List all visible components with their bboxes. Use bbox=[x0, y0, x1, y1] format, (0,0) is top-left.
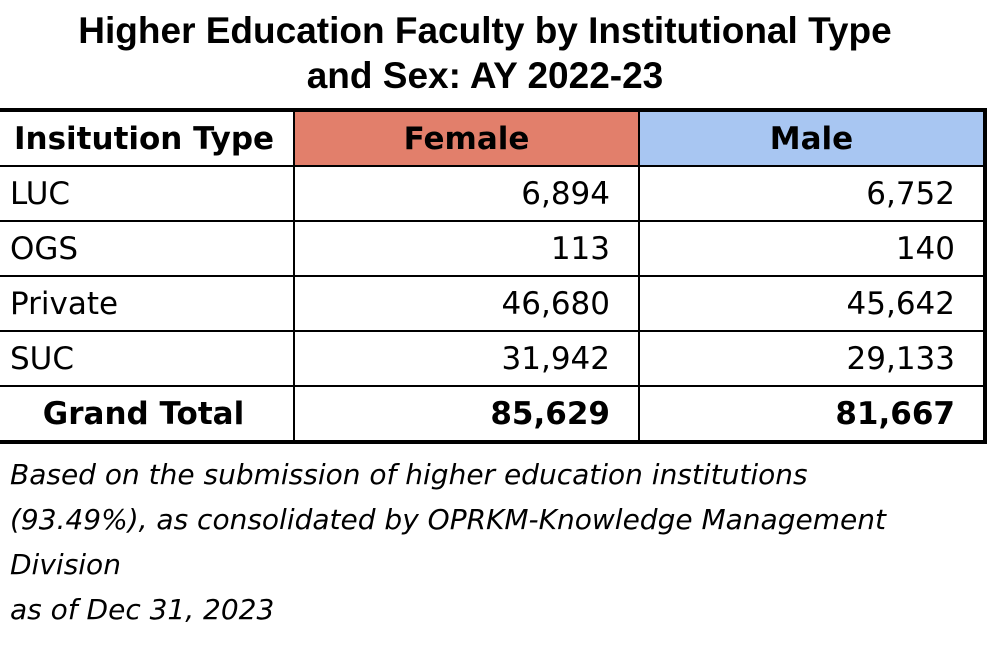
column-header-female: Female bbox=[293, 108, 640, 167]
row-label: OGS bbox=[0, 220, 295, 277]
male-value: 6,752 bbox=[638, 165, 987, 222]
chart-title-line-2: and Sex: AY 2022-23 bbox=[306, 55, 664, 96]
male-value: 140 bbox=[638, 220, 987, 277]
grand-total-male: 81,667 bbox=[638, 385, 987, 444]
female-value: 113 bbox=[293, 220, 640, 277]
table-row: SUC 31,942 29,133 bbox=[0, 330, 987, 387]
column-header-male: Male bbox=[638, 108, 987, 167]
row-label: SUC bbox=[0, 330, 295, 387]
male-value: 29,133 bbox=[638, 330, 987, 387]
source-note-line: Division bbox=[10, 548, 121, 581]
table-row: LUC 6,894 6,752 bbox=[0, 165, 987, 222]
source-note: Based on the submission of higher educat… bbox=[10, 452, 985, 632]
female-value: 6,894 bbox=[293, 165, 640, 222]
table-header-row: Insitution Type Female Male bbox=[0, 108, 987, 167]
female-value: 31,942 bbox=[293, 330, 640, 387]
chart-title-line-1: Higher Education Faculty by Institutiona… bbox=[78, 10, 892, 51]
row-label: LUC bbox=[0, 165, 295, 222]
column-header-institution-type: Insitution Type bbox=[0, 108, 295, 167]
source-note-line: Based on the submission of higher educat… bbox=[10, 458, 808, 491]
grand-total-row: Grand Total 85,629 81,667 bbox=[0, 385, 987, 444]
female-value: 46,680 bbox=[293, 275, 640, 332]
grand-total-female: 85,629 bbox=[293, 385, 640, 444]
faculty-table: Insitution Type Female Male LUC 6,894 6,… bbox=[0, 108, 987, 444]
source-note-line: (93.49%), as consolidated by OPRKM-Knowl… bbox=[10, 503, 886, 536]
row-label: Private bbox=[0, 275, 295, 332]
table-row: Private 46,680 45,642 bbox=[0, 275, 987, 332]
chart-title: Higher Education Faculty by Institutiona… bbox=[0, 8, 970, 98]
source-note-line: as of Dec 31, 2023 bbox=[10, 593, 275, 626]
grand-total-label: Grand Total bbox=[0, 385, 295, 444]
table-row: OGS 113 140 bbox=[0, 220, 987, 277]
male-value: 45,642 bbox=[638, 275, 987, 332]
